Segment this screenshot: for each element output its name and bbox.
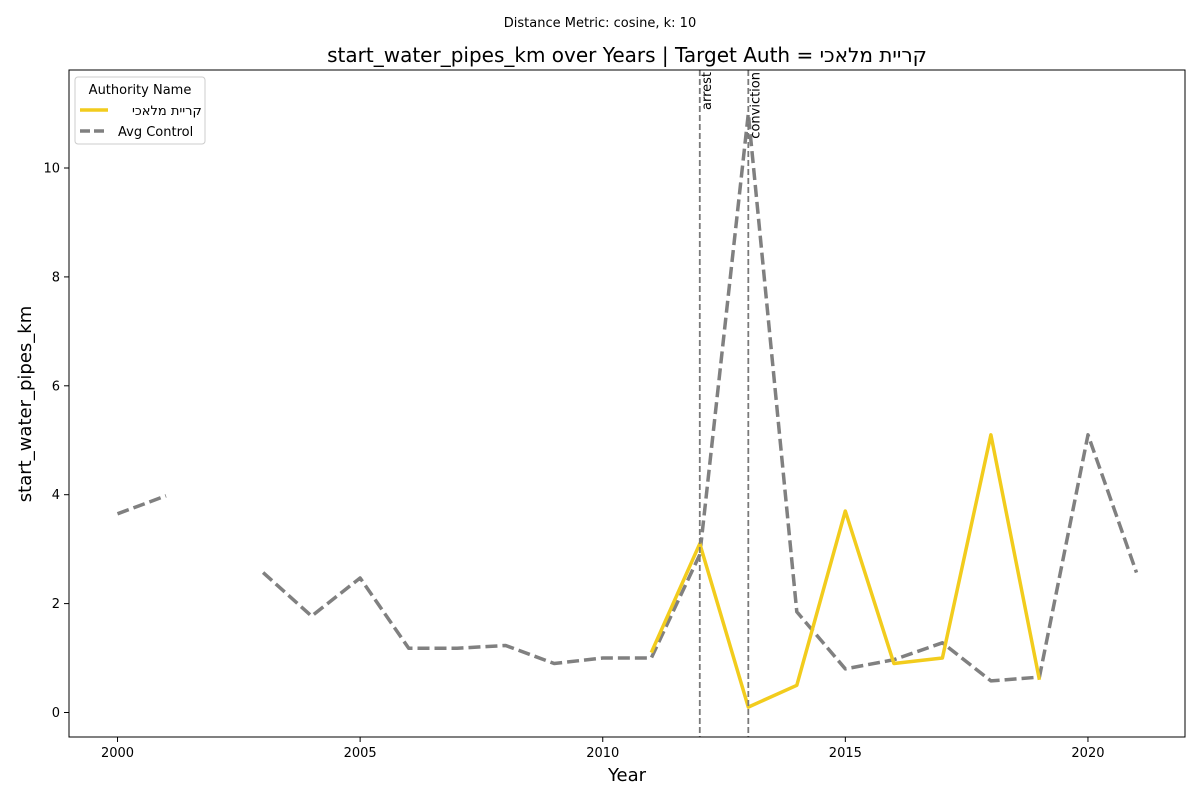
x-tick-label: 2005 xyxy=(344,746,377,761)
legend-title: Authority Name xyxy=(89,83,192,98)
x-axis: 2000 2005 2010 2015 2020 xyxy=(101,737,1105,761)
plot-area-frame xyxy=(68,69,1186,738)
x-tick-label: 2010 xyxy=(586,746,619,761)
y-tick-label: 8 xyxy=(52,270,60,285)
x-tick-label: 2015 xyxy=(829,746,862,761)
series-line-target-0 xyxy=(649,433,1042,709)
legend-box xyxy=(74,76,206,145)
legend-label-avg-control: Avg Control xyxy=(118,125,193,140)
y-axis-label: start_water_pipes_km xyxy=(15,306,36,502)
event-label-arrest: arrest xyxy=(700,72,715,110)
y-tick-label: 0 xyxy=(52,706,60,721)
series-layer xyxy=(116,111,1139,709)
series-line-avg-control-0 xyxy=(116,494,167,516)
y-tick-label: 6 xyxy=(52,379,60,394)
chart-suptitle: Distance Metric: cosine, k: 10 xyxy=(504,16,696,31)
y-tick-label: 10 xyxy=(43,162,60,177)
legend-label-target: קריית מלאכי xyxy=(132,104,202,119)
y-tick-label: 4 xyxy=(52,488,60,503)
y-axis: 0 2 4 6 8 10 xyxy=(43,162,69,721)
x-tick-label: 2000 xyxy=(101,746,134,761)
events-layer: arrest conviction xyxy=(698,70,763,737)
y-tick-label: 2 xyxy=(52,597,60,612)
legend: Authority Name קריית מלאכי Avg Control xyxy=(74,76,206,145)
chart-title: start_water_pipes_km over Years | Target… xyxy=(327,43,927,67)
series-line-avg-control-1 xyxy=(261,111,1139,683)
event-label-conviction: conviction xyxy=(748,72,763,139)
x-tick-label: 2020 xyxy=(1071,746,1104,761)
x-axis-label: Year xyxy=(607,765,647,786)
